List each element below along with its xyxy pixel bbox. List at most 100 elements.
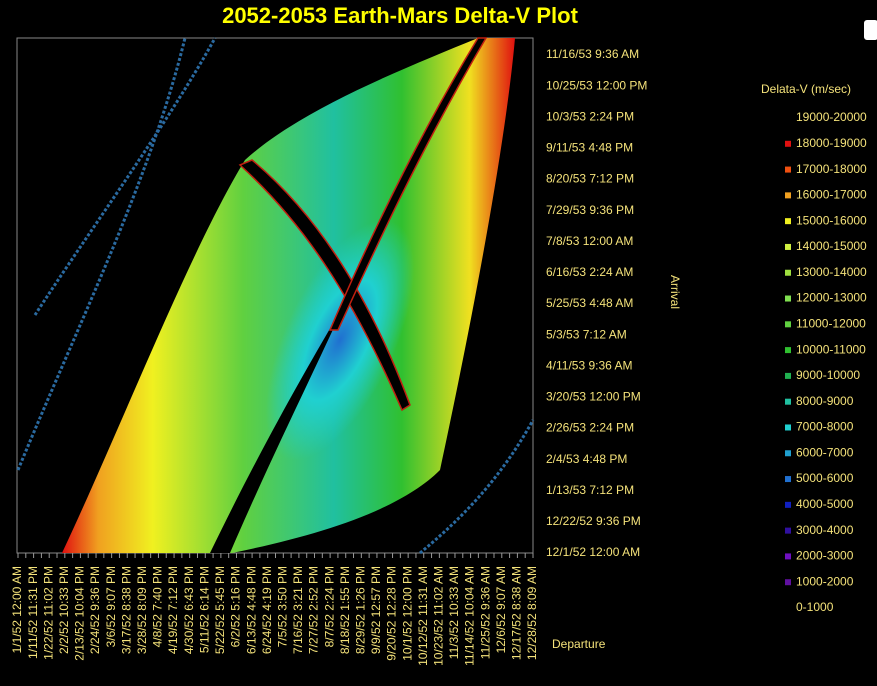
legend-title: Delata-V (m/sec) (761, 82, 851, 96)
surface-contour (16, 37, 187, 471)
x-tick-label: 3/17/52 8:38 PM (119, 566, 133, 654)
legend-swatch (785, 347, 791, 354)
chart-title: 2052-2053 Earth-Mars Delta-V Plot (222, 3, 578, 28)
legend-label: 19000-20000 (796, 110, 867, 124)
y-tick-label: 10/3/53 2:24 PM (546, 109, 634, 123)
legend-swatch (785, 218, 791, 225)
surface-low-region (265, 219, 415, 461)
legend-swatch (785, 140, 791, 147)
y-tick-label: 3/20/53 12:00 PM (546, 390, 641, 404)
x-tick-label: 8/29/52 1:26 PM (354, 566, 368, 654)
x-tick-label: 2/24/52 9:36 PM (88, 566, 102, 654)
x-tick-label: 11/3/52 10:33 AM (447, 566, 461, 659)
toolbar-button[interactable] (864, 20, 877, 40)
legend-swatch (785, 527, 791, 534)
x-tick-label: 8/7/52 2:24 PM (322, 566, 336, 647)
legend-swatch (785, 192, 791, 199)
x-tick-label: 9/9/52 12:57 PM (369, 566, 383, 654)
x-tick-label: 3/6/52 9:07 PM (104, 566, 118, 647)
legend-label: 9000-10000 (796, 368, 860, 382)
x-tick-label: 3/28/52 8:09 PM (135, 566, 149, 654)
y-tick-label: 11/16/53 9:36 AM (546, 47, 639, 61)
x-tick-label: 5/11/52 6:14 PM (197, 566, 211, 653)
legend-label: 6000-7000 (796, 445, 854, 459)
x-tick-label: 1/22/52 11:02 PM (41, 566, 55, 660)
legend-label: 15000-16000 (796, 213, 867, 227)
x-tick-label: 7/5/52 3:50 PM (275, 566, 289, 647)
legend-swatch (785, 553, 791, 560)
x-tick-label: 7/16/52 3:21 PM (291, 566, 305, 654)
legend-label: 17000-18000 (796, 162, 867, 176)
y-tick-label: 2/26/53 2:24 PM (546, 421, 634, 435)
x-tick-label: 8/18/52 1:55 PM (338, 566, 352, 654)
x-axis-title: Departure (552, 637, 606, 651)
legend-swatch (785, 295, 791, 302)
x-tick-label: 1/11/52 11:31 PM (26, 566, 40, 659)
x-tick-label: 6/13/52 4:48 PM (244, 566, 258, 654)
surface-gap (210, 310, 342, 553)
x-tick-label: 12/28/52 8:09 AM (525, 566, 539, 660)
surface-contour (419, 419, 535, 555)
x-tick-label: 9/20/52 12:28 PM (385, 566, 399, 661)
y-tick-label: 1/13/53 7:12 PM (546, 483, 634, 497)
legend-label: 14000-15000 (796, 239, 867, 253)
surface (16, 37, 535, 555)
legend-swatch (785, 501, 791, 508)
x-tick-label: 11/14/52 10:04 AM (463, 566, 477, 666)
x-tick-label: 12/6/52 9:07 AM (494, 566, 508, 653)
y-axis-title: Arrival (668, 275, 682, 309)
legend-label: 10000-11000 (796, 342, 866, 356)
y-tick-label: 7/29/53 9:36 PM (546, 203, 634, 217)
y-tick-label: 4/11/53 9:36 AM (546, 358, 633, 372)
x-tick-label: 6/24/52 4:19 PM (260, 566, 274, 654)
legend-swatch (785, 321, 791, 328)
y-tick-label: 5/25/53 4:48 AM (546, 296, 633, 310)
legend-swatch (785, 424, 791, 431)
surface-region (62, 38, 515, 553)
y-tick-label: 12/22/52 9:36 PM (546, 514, 641, 528)
y-tick-label: 6/16/53 2:24 AM (546, 265, 633, 279)
x-tick-label: 11/25/52 9:36 AM (478, 566, 492, 659)
legend-swatch (785, 450, 791, 457)
y-tick-label: 5/3/53 7:12 AM (546, 327, 627, 341)
x-tick-label: 1/1/52 12:00 AM (10, 566, 24, 653)
legend-label: 18000-19000 (796, 136, 867, 150)
y-tick-label: 10/25/53 12:00 PM (546, 78, 647, 92)
legend-label: 2000-3000 (796, 549, 854, 563)
y-tick-label: 9/11/53 4:48 PM (546, 141, 633, 155)
legend-swatch (785, 372, 791, 379)
x-tick-label: 10/1/52 12:00 PM (400, 566, 414, 661)
x-tick-label: 4/8/52 7:40 PM (151, 566, 165, 647)
legend-label: 11000-12000 (796, 316, 866, 330)
x-tick-label: 6/2/52 5:16 PM (229, 566, 243, 647)
legend-label: 1000-2000 (796, 574, 854, 588)
x-tick-label: 7/27/52 2:52 PM (307, 566, 321, 654)
x-tick-label: 4/30/52 6:43 PM (182, 566, 196, 654)
legend-label: 3000-4000 (796, 523, 854, 537)
legend-label: 7000-8000 (796, 420, 854, 434)
legend-swatch (785, 166, 791, 173)
legend-swatch (785, 243, 791, 250)
legend-label: 5000-6000 (796, 471, 854, 485)
y-tick-label: 7/8/53 12:00 AM (546, 234, 633, 248)
legend-label: 0-1000 (796, 600, 834, 614)
x-tick-label: 12/17/52 8:38 AM (510, 566, 524, 660)
legend-label: 16000-17000 (796, 188, 867, 202)
x-tick-label: 5/22/52 5:45 PM (213, 566, 227, 654)
x-tick-label: 10/23/52 11:02 AM (432, 566, 446, 666)
legend-label: 13000-14000 (796, 265, 867, 279)
x-tick-label: 2/2/52 10:33 PM (57, 566, 71, 654)
legend-label: 8000-9000 (796, 394, 854, 408)
legend-label: 12000-13000 (796, 291, 867, 305)
x-tick-label: 10/12/52 11:31 AM (416, 566, 430, 666)
y-tick-label: 2/4/53 4:48 PM (546, 452, 627, 466)
x-tick-label: 2/13/52 10:04 PM (73, 566, 87, 661)
surface-contour (33, 37, 217, 316)
y-tick-label: 12/1/52 12:00 AM (546, 545, 640, 559)
y-tick-label: 8/20/53 7:12 PM (546, 172, 634, 186)
surface-gap (238, 159, 411, 412)
legend-label: 4000-5000 (796, 497, 854, 511)
legend-swatch (785, 269, 791, 276)
